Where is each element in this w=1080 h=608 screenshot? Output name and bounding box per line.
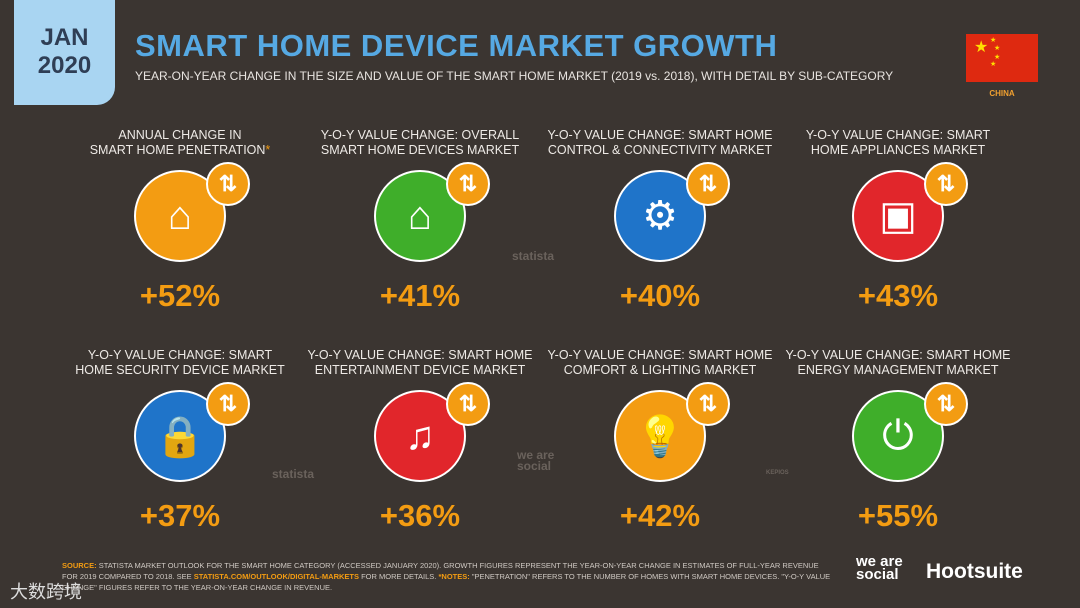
page-title: SMART HOME DEVICE MARKET GROWTH (135, 28, 778, 63)
padlock-icon: 🔒 (155, 414, 205, 459)
card-label: Y-O-Y VALUE CHANGE: SMART HOME APPLIANCES… (805, 128, 991, 157)
category-circle: ⚙ ⇅ (614, 162, 730, 262)
card-label: Y-O-Y VALUE CHANGE: SMART HOME ENERGY MAN… (785, 348, 1011, 377)
metric-card: Y-O-Y VALUE CHANGE: OVERALL SMART HOME DE… (300, 128, 540, 314)
up-down-arrows-icon: ⇅ (686, 382, 730, 426)
category-circle: ▣ ⇅ (852, 162, 968, 262)
country-label: CHINA (989, 89, 1015, 98)
statista-watermark: statista (272, 467, 315, 481)
smart-home-wifi-icon: ⌂ (167, 193, 193, 238)
category-circle: 💡 ⇅ (614, 382, 730, 482)
up-down-arrows-icon: ⇅ (446, 382, 490, 426)
up-down-arrows-icon: ⇅ (446, 162, 490, 206)
smart-home-wifi-icon: ⌂ (407, 193, 433, 238)
metric-card: Y-O-Y VALUE CHANGE: SMART HOME ENTERTAINM… (300, 348, 540, 534)
card-label: Y-O-Y VALUE CHANGE: SMART HOME CONTROL & … (547, 128, 773, 157)
card-label: Y-O-Y VALUE CHANGE: SMART HOME ENTERTAINM… (307, 348, 533, 377)
washing-machine-icon: ▣ (879, 194, 917, 238)
hootsuite-logo: Hootsuite (926, 560, 1023, 583)
metric-card: Y-O-Y VALUE CHANGE: SMART HOME ENERGY MAN… (778, 348, 1018, 534)
category-circle: 🔒 ⇅ (134, 382, 250, 482)
month: JAN (40, 24, 89, 51)
up-down-arrows-icon: ⇅ (206, 162, 250, 206)
statista-watermark: statista (512, 249, 555, 263)
up-down-arrows-icon: ⇅ (924, 382, 968, 426)
card-label: ANNUAL CHANGE IN SMART HOME PENETRATION* (89, 128, 271, 157)
category-circle: ⌂ ⇅ (134, 162, 250, 262)
kepios-watermark: KEPIOS (766, 470, 789, 476)
growth-value: +42% (619, 498, 701, 533)
metric-card: Y-O-Y VALUE CHANGE: SMART HOME APPLIANCES… (778, 128, 1018, 314)
light-bulb-icon: 💡 (635, 414, 685, 459)
category-circle: ⏻ ⇅ (852, 382, 968, 482)
metric-card: Y-O-Y VALUE CHANGE: SMART HOME COMFORT & … (540, 348, 780, 534)
up-down-arrows-icon: ⇅ (686, 162, 730, 206)
card-label: Y-O-Y VALUE CHANGE: SMART HOME COMFORT & … (547, 348, 773, 377)
growth-value: +36% (379, 498, 461, 533)
growth-value: +43% (857, 278, 939, 313)
speaker-music-icon: ♫ (405, 413, 435, 458)
footer-notes: SOURCE: STATISTA MARKET OUTLOOK FOR THE … (62, 561, 831, 592)
category-circle: ⌂ ⇅ (374, 162, 490, 262)
page-subtitle: YEAR-ON-YEAR CHANGE IN THE SIZE AND VALU… (135, 69, 894, 83)
growth-value: +52% (139, 278, 221, 313)
growth-value: +40% (619, 278, 701, 313)
growth-value: +41% (379, 278, 461, 313)
statista-link[interactable]: STATISTA.COM/OUTLOOK/DIGITAL-MARKETS (193, 572, 359, 581)
growth-value: +55% (857, 498, 939, 533)
gear-icon: ⚙ (642, 194, 678, 238)
wearesocial-watermark: we are social (517, 448, 555, 473)
card-label: Y-O-Y VALUE CHANGE: OVERALL SMART HOME DE… (320, 128, 520, 157)
metric-card: ANNUAL CHANGE IN SMART HOME PENETRATION* … (60, 128, 300, 314)
metric-card: Y-O-Y VALUE CHANGE: SMART HOME CONTROL & … (540, 128, 780, 314)
year: 2020 (37, 52, 92, 79)
up-down-arrows-icon: ⇅ (206, 382, 250, 426)
plug-icon: ⏻ (882, 413, 914, 458)
china-flag-icon: ★ ★ ★ ★ ★ (966, 34, 1038, 82)
up-down-arrows-icon: ⇅ (924, 162, 968, 206)
date-badge: JAN 2020 (14, 0, 115, 105)
metric-card: Y-O-Y VALUE CHANGE: SMART HOME SECURITY D… (60, 348, 300, 534)
card-label: Y-O-Y VALUE CHANGE: SMART HOME SECURITY D… (75, 348, 285, 377)
we-are-social-logo: we are social (856, 553, 903, 583)
category-circle: ♫ ⇅ (374, 382, 490, 482)
overlay-watermark: 大数跨境 (10, 582, 82, 602)
growth-value: +37% (139, 498, 221, 533)
